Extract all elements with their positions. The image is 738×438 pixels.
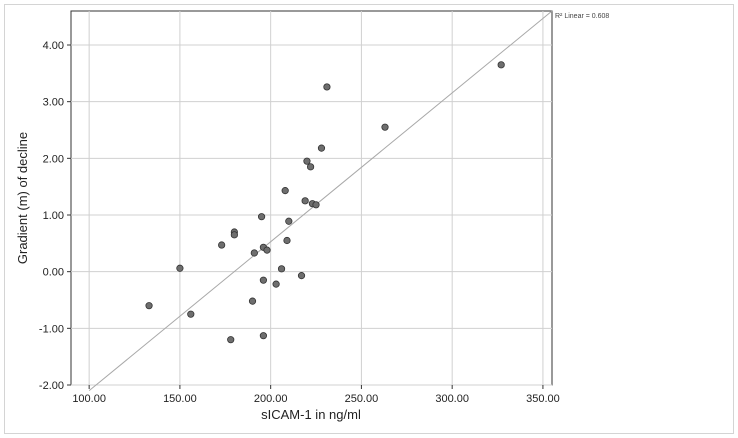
data-point (263, 246, 271, 254)
data-points (145, 61, 505, 344)
data-point (301, 197, 309, 205)
data-point (281, 187, 289, 195)
data-point (497, 61, 505, 69)
data-point (176, 264, 184, 272)
data-point (317, 144, 326, 152)
data-point (283, 236, 291, 245)
y-tick-label: 1.00 (43, 210, 64, 222)
data-point (277, 265, 286, 273)
x-tick-label: 350.00 (526, 393, 560, 405)
x-tick-label: 250.00 (345, 393, 379, 405)
data-point (257, 213, 266, 221)
data-point (259, 276, 267, 284)
plot-area (70, 10, 553, 386)
fit-line-label: R² Linear = 0.608 (555, 13, 609, 20)
data-point (306, 163, 315, 171)
data-point (187, 310, 195, 318)
data-point (230, 231, 238, 239)
y-tick-label: -1.00 (39, 323, 64, 335)
data-point (248, 297, 257, 305)
x-tick-label: 100.00 (72, 393, 106, 405)
y-tick-label: 3.00 (43, 97, 64, 109)
x-axis-title: sICAM-1 in ng/ml (261, 407, 361, 422)
data-point (227, 336, 235, 344)
data-point (312, 201, 320, 209)
tick-labels: 100.00 150.00 200.00 250.00 300.00 350.00 -2.0… (39, 40, 560, 405)
data-point (145, 302, 153, 310)
grid-lines (71, 11, 552, 386)
data-point (250, 249, 258, 257)
data-point (323, 83, 331, 91)
data-point (218, 241, 226, 249)
x-tick-label: 150.00 (163, 393, 197, 405)
y-tick-label: 4.00 (43, 40, 64, 52)
data-point (259, 332, 267, 340)
y-tick-label: 0.00 (43, 267, 64, 279)
data-point (285, 217, 293, 225)
chart-frame: 100.00 150.00 200.00 250.00 300.00 350.00 -2.0… (4, 4, 734, 434)
x-tick-label: 200.00 (254, 393, 288, 405)
scatter-chart: 100.00 150.00 200.00 250.00 300.00 350.00 -2.0… (15, 10, 609, 422)
data-point (381, 123, 389, 131)
y-axis-title: Gradient (m) of decline (15, 132, 30, 264)
data-point (303, 157, 311, 165)
linear-fit-line (88, 10, 553, 392)
data-point (272, 280, 280, 288)
x-tick-label: 300.00 (435, 393, 469, 405)
fit-line-group (88, 10, 553, 392)
data-point (297, 272, 306, 280)
y-tick-label: 2.00 (43, 153, 64, 165)
y-tick-label: -2.00 (39, 380, 64, 392)
